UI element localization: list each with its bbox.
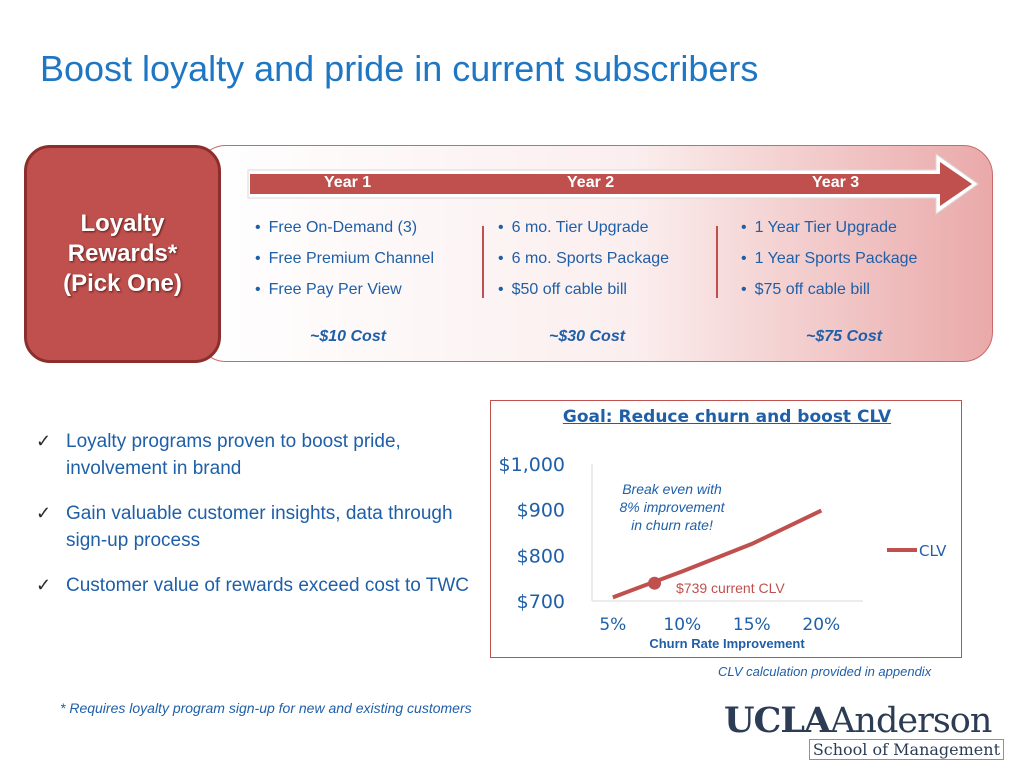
chart-title: Goal: Reduce churn and boost CLV	[562, 407, 892, 427]
benefit-text: Gain valuable customer insights, data th…	[66, 503, 453, 551]
reward-item: 1 Year Sports Package	[741, 243, 918, 274]
checkmark-icon: ✓	[36, 575, 52, 595]
current-clv-label: $739 current CLV	[676, 580, 785, 596]
y-tick-label: $1,000	[499, 454, 565, 476]
reward-item: $50 off cable bill	[498, 274, 669, 305]
logo-ucla: UCLA	[724, 700, 831, 741]
logo-wordmark: UCLAAnderson	[724, 700, 992, 741]
timeline-arrow	[247, 153, 979, 215]
current-clv-point	[648, 576, 662, 590]
year-1-rewards-list: Free On-Demand (3) Free Premium Channel …	[255, 212, 434, 305]
ucla-anderson-logo: UCLAAnderson School of Management	[724, 700, 1004, 762]
cost-tilde: ~	[549, 328, 559, 345]
reward-item: 6 mo. Sports Package	[498, 243, 669, 274]
year-2-label: Year 2	[567, 174, 615, 191]
benefit-item: ✓ Customer value of rewards exceed cost t…	[36, 572, 476, 599]
y-tick-label: $900	[517, 500, 565, 522]
logo-anderson: Anderson	[830, 701, 992, 741]
year-2-cost: ~$30 Cost	[549, 328, 625, 346]
cost-tilde: ~	[310, 328, 320, 345]
year-3-cost: ~$75 Cost	[806, 328, 882, 346]
year-1-label: Year 1	[324, 174, 372, 191]
benefit-item: ✓ Loyalty programs proven to boost pride,…	[36, 428, 476, 482]
cost-tilde: ~	[806, 328, 816, 345]
break-even-annotation: Break even with	[622, 481, 722, 497]
chart-footnote: CLV calculation provided in appendix	[718, 664, 932, 679]
checkmark-icon: ✓	[36, 431, 52, 451]
reward-item: Free On-Demand (3)	[255, 212, 434, 243]
benefit-text: Loyalty programs proven to boost pride, …	[66, 431, 401, 479]
x-axis-title: Churn Rate Improvement	[649, 636, 805, 651]
slide-title: Boost loyalty and pride in current subsc…	[40, 48, 759, 89]
legend-label: CLV	[919, 542, 947, 560]
reward-item: 1 Year Tier Upgrade	[741, 212, 917, 243]
slide-footnote: * Requires loyalty program sign-up for n…	[60, 700, 472, 716]
reward-item: $75 off cable bill	[741, 274, 917, 305]
benefit-text: Customer value of rewards exceed cost to…	[66, 575, 470, 596]
x-tick-label: 5%	[599, 615, 626, 635]
x-tick-label: 20%	[802, 615, 840, 635]
badge-label: Loyalty Rewards* (Pick One)	[63, 210, 182, 297]
reward-item: 6 mo. Tier Upgrade	[498, 212, 669, 243]
column-divider	[716, 226, 718, 298]
y-tick-label: $800	[517, 545, 565, 567]
cost-value: $75 Cost	[815, 328, 883, 345]
chart-canvas: $700 $800 $900 $1,000 5% 10% 15% 20%Churn Rate …	[499, 454, 948, 651]
x-tick-label: 15%	[733, 615, 771, 635]
cost-value: $30 Cost	[558, 328, 626, 345]
y-tick-label: $700	[517, 591, 565, 613]
loyalty-rewards-badge: Loyalty Rewards* (Pick One)	[24, 145, 221, 363]
break-even-annotation: in churn rate!	[631, 517, 713, 533]
cost-value: $10 Cost	[319, 328, 387, 345]
x-tick-label: 10%	[663, 615, 701, 635]
year-3-rewards-list: 1 Year Tier Upgrade 1 Year Sports Packag…	[741, 212, 918, 305]
year-2-rewards-list: 6 mo. Tier Upgrade 6 mo. Sports Package …	[498, 212, 669, 305]
reward-item: Free Pay Per View	[255, 274, 434, 305]
reward-item: Free Premium Channel	[255, 243, 434, 274]
year-3-label: Year 3	[812, 174, 860, 191]
break-even-annotation: 8% improvement	[619, 499, 725, 515]
benefit-item: ✓ Gain valuable customer insights, data t…	[36, 500, 476, 554]
column-divider	[482, 226, 484, 298]
logo-subtitle: School of Management	[808, 739, 1004, 760]
year-1-cost: ~$10 Cost	[310, 328, 386, 346]
checkmark-icon: ✓	[36, 503, 52, 523]
benefits-list: ✓ Loyalty programs proven to boost pride,…	[36, 428, 476, 617]
clv-series-line	[612, 508, 823, 600]
clv-chart: Goal: Reduce churn and boost CLV $700 $80…	[490, 400, 962, 658]
